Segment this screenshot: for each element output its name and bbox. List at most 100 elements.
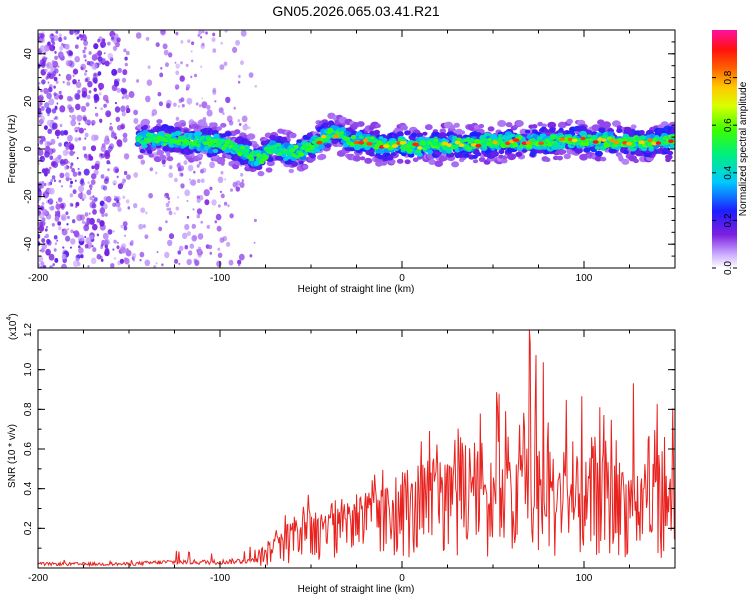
heatmap-noise-cell (83, 40, 89, 46)
heatmap-ridge-cell (518, 135, 523, 139)
heatmap-ridge-cell (305, 142, 312, 147)
heatmap-noise-cell (190, 50, 193, 53)
heatmap-noise-cell (98, 92, 102, 96)
heatmap-noise-cell (58, 94, 64, 100)
heatmap-ridge-cell (309, 153, 316, 159)
heatmap-noise-cell (43, 125, 48, 130)
heatmap-noise-cell (48, 187, 55, 195)
heatmap-noise-cell (114, 106, 121, 113)
heatmap-noise-cell (125, 249, 132, 257)
heatmap-ridge-cell (355, 131, 363, 137)
heatmap-noise-cell (41, 157, 45, 161)
heatmap-noise-cell (70, 180, 73, 185)
heatmap-noise-cell (166, 207, 170, 211)
heatmap-noise-cell (235, 39, 241, 46)
heatmap-ridge-cell (379, 142, 384, 146)
heatmap-noise-cell (53, 179, 57, 182)
heatmap-noise-cell (93, 79, 98, 84)
heatmap-noise-cell (232, 46, 238, 54)
heatmap-noise-cell (40, 261, 45, 267)
heatmap-noise-cell (56, 210, 61, 215)
heatmap-noise-cell (88, 90, 92, 94)
heatmap-noise-cell (91, 123, 94, 126)
heatmap-noise-cell (107, 41, 111, 46)
heatmap-ridge-cell (146, 149, 153, 154)
heatmap-noise-cell (74, 231, 80, 238)
heatmap-noise-cell (248, 72, 254, 78)
heatmap-noise-cell (61, 228, 64, 232)
heatmap-noise-cell (49, 155, 54, 160)
heatmap-peak-cell (358, 141, 365, 145)
heatmap-noise-cell (78, 122, 81, 126)
heatmap-ridge-cell (536, 136, 543, 141)
heatmap-noise-cell (238, 253, 245, 261)
heatmap-noise-cell (117, 67, 122, 74)
heatmap-noise-cell (128, 91, 135, 98)
heatmap-noise-cell (127, 206, 131, 210)
heatmap-ridge-cell (368, 152, 375, 157)
heatmap-noise-cell (242, 124, 249, 131)
heatmap-noise-cell (58, 142, 62, 147)
heatmap-noise-cell (196, 164, 200, 168)
heatmap-noise-cell (40, 184, 45, 189)
heatmap-noise-cell (200, 168, 204, 174)
heatmap-ridge-cell (197, 153, 204, 158)
heatmap-noise-cell (125, 199, 130, 204)
heatmap-noise-cell (85, 102, 90, 107)
heatmap-ridge-cell (417, 152, 423, 157)
heatmap-noise-cell (181, 103, 185, 108)
heatmap-ridge-cell (591, 134, 598, 140)
heatmap-ridge-cell (212, 148, 219, 153)
heatmap-noise-cell (168, 52, 173, 58)
heatmap-noise-cell (176, 163, 181, 168)
heatmap-x-tick-label: 0 (399, 273, 405, 284)
heatmap-ridge-cell (563, 153, 571, 160)
snr-multiplier-exp: 4 (6, 317, 13, 321)
heatmap-noise-cell (240, 172, 244, 177)
heatmap-ridge-cell (602, 121, 611, 129)
heatmap-ridge-cell (487, 126, 495, 132)
heatmap-noise-cell (94, 163, 100, 170)
heatmap-noise-cell (178, 262, 181, 266)
heatmap-noise-cell (41, 168, 47, 174)
heatmap-noise-cell (70, 119, 77, 127)
heatmap-noise-cell (56, 136, 59, 139)
heatmap-noise-cell (112, 230, 115, 233)
snr-series-line (38, 330, 675, 568)
heatmap-ridge-cell (446, 149, 453, 154)
heatmap-noise-cell (75, 103, 81, 111)
heatmap-noise-cell (51, 122, 58, 130)
heatmap-noise-cell (54, 242, 58, 246)
heatmap-ridge-cell (635, 150, 643, 157)
heatmap-ridge-cell (427, 149, 434, 155)
heatmap-noise-cell (105, 196, 112, 203)
heatmap-noise-cell (197, 33, 201, 37)
heatmap-noise-cell (116, 175, 119, 179)
heatmap-noise-cell (100, 221, 104, 225)
heatmap-noise-cell (64, 43, 70, 50)
heatmap-noise-cell (102, 185, 108, 191)
heatmap-noise-cell (68, 106, 75, 113)
heatmap-noise-cell (136, 79, 140, 83)
heatmap-noise-cell (86, 189, 92, 196)
heatmap-noise-cell (196, 208, 203, 215)
heatmap-noise-cell (253, 218, 257, 223)
heatmap-ridge-cell (201, 135, 206, 139)
heatmap-noise-cell (115, 116, 121, 123)
heatmap-ridge-cell (631, 142, 637, 148)
heatmap-noise-cell (81, 90, 88, 98)
heatmap-noise-cell (226, 241, 231, 247)
heatmap-noise-cell (138, 223, 144, 230)
heatmap-noise-cell (104, 60, 110, 67)
heatmap-ridge-cell (146, 137, 153, 143)
heatmap-noise-cell (122, 221, 128, 227)
heatmap-ridge-cell (586, 134, 592, 138)
heatmap-peak-cell (512, 138, 520, 142)
heatmap-noise-cell (92, 223, 98, 231)
heatmap-noise-cell (63, 36, 67, 40)
heatmap-noise-cell (117, 183, 123, 190)
heatmap-ridge-cell (167, 134, 173, 138)
heatmap-ridge-cell (397, 137, 404, 142)
heatmap-x-tick-label: -100 (210, 273, 230, 284)
